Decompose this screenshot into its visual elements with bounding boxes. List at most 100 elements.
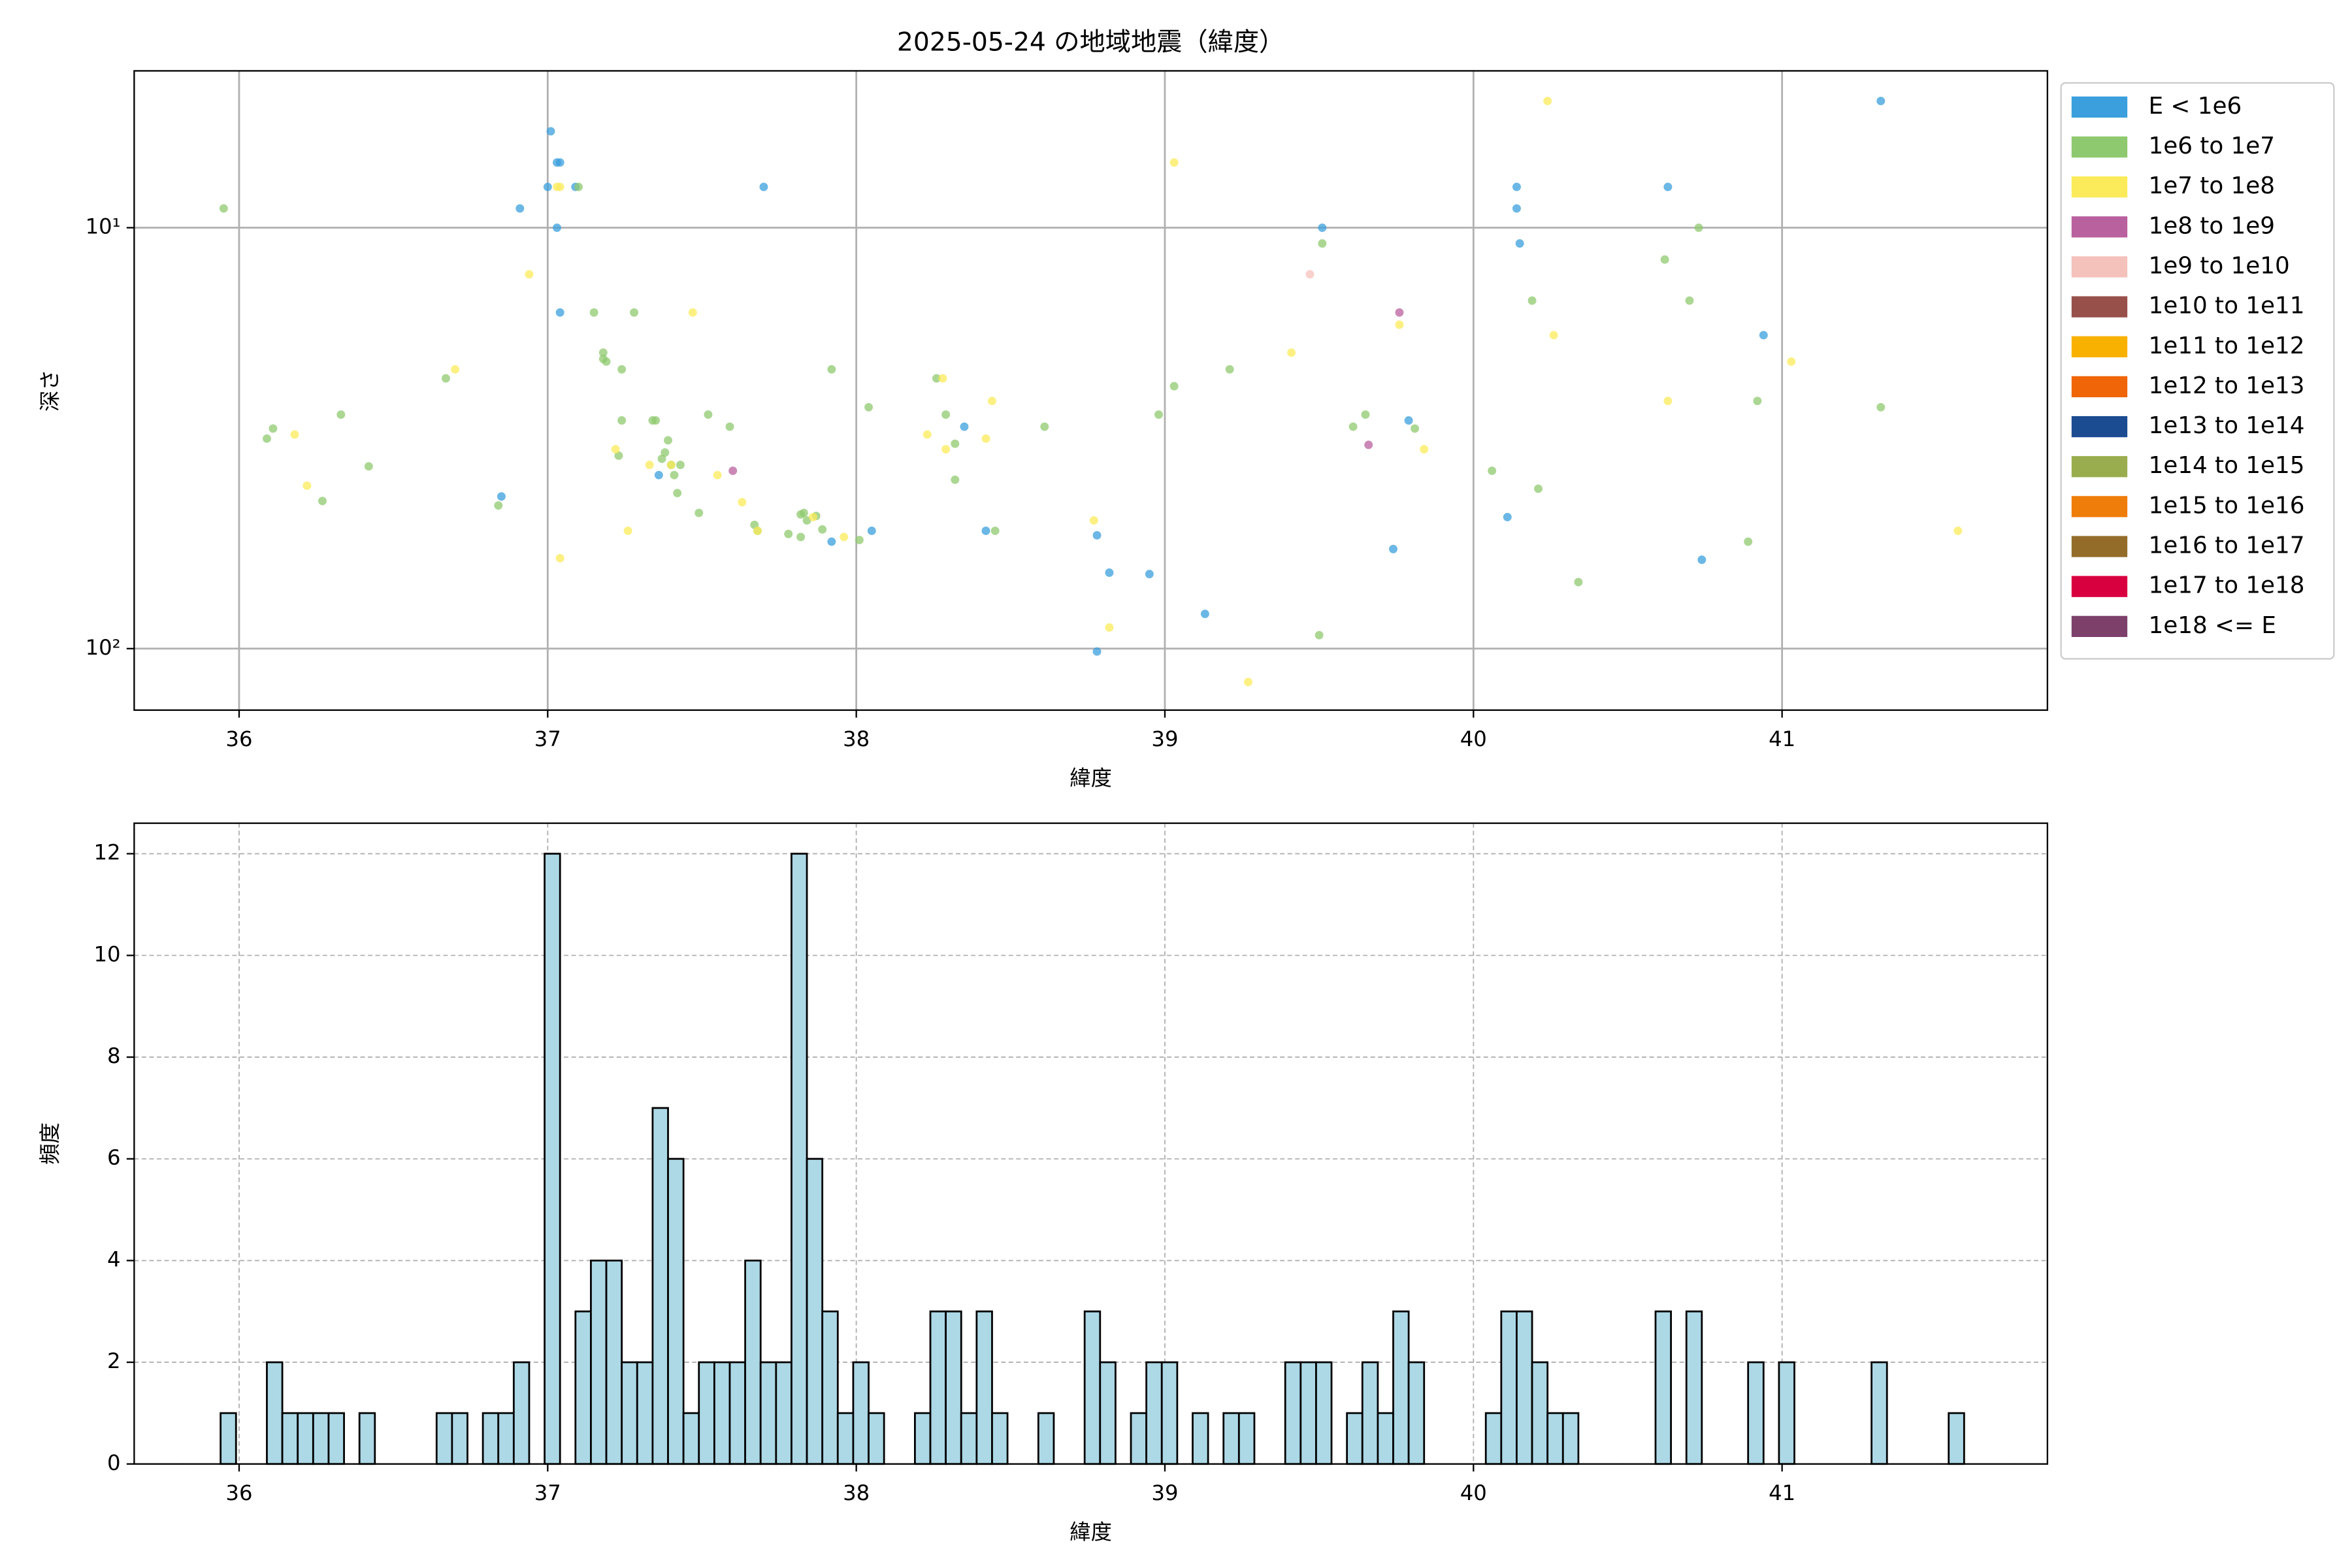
legend-label: E < 1e6 [2148,93,2242,120]
bar [821,1310,839,1465]
point [951,475,960,484]
point [1527,296,1537,305]
bar [991,1412,1009,1465]
bar [1083,1310,1102,1465]
point [555,308,564,317]
legend-swatch [2071,96,2128,118]
point [1318,223,1327,232]
axes-frame [133,822,2048,1465]
bar [1361,1361,1379,1465]
bar [852,1361,870,1465]
point [657,454,666,463]
point [796,532,806,542]
x-tick-label: 39 [1151,727,1178,751]
point [728,466,738,476]
bar [1237,1412,1256,1465]
point [364,462,373,471]
point [688,308,697,317]
bar [1392,1310,1410,1465]
point [759,182,768,191]
bar [1685,1310,1703,1465]
point [525,270,534,279]
bar [1130,1412,1148,1465]
point [938,374,947,383]
legend-label: 1e12 to 1e13 [2148,372,2304,399]
point [840,532,849,542]
point [263,434,271,443]
legend-label: 1e15 to 1e16 [2148,492,2304,519]
point [1364,440,1373,449]
point [673,489,682,498]
legend-swatch [2071,416,2128,438]
legend: E < 1e6 1e6 to 1e7 1e7 to 1e8 1e8 to 1e9 1e9… [2060,82,2335,660]
point [990,527,1000,535]
point [960,422,969,431]
point [941,410,951,419]
point [864,402,873,412]
point [555,158,564,167]
chart-title: 2025-05-24 の地域地震（緯度） [897,27,1284,57]
bar [636,1361,654,1465]
legend-swatch [2071,496,2128,517]
point [1169,382,1179,391]
point [923,430,932,439]
point [1753,397,1762,406]
point [598,348,608,357]
point [981,434,990,443]
legend-label: 1e11 to 1e12 [2148,333,2304,359]
point [1787,357,1796,366]
point [441,374,450,383]
point [611,445,620,454]
point [515,204,525,213]
point [1744,537,1753,546]
bar [806,1158,824,1465]
bar [482,1412,500,1465]
bar [1377,1412,1394,1465]
point [589,308,598,317]
bar [1870,1361,1888,1465]
point [336,410,346,419]
bar [836,1412,855,1465]
point [1488,466,1497,476]
point [827,365,836,374]
point [753,527,762,535]
point [1145,570,1154,579]
point [617,416,627,425]
bar [1654,1310,1672,1465]
point [867,527,876,535]
bar [1346,1412,1364,1465]
point [1549,331,1558,340]
bar [791,853,808,1465]
bar [1516,1310,1533,1465]
bar [868,1412,885,1465]
point [623,527,632,535]
legend-swatch [2071,456,2128,478]
point [1685,296,1694,305]
legend-label: 1e6 to 1e7 [2148,133,2275,159]
bar [512,1361,531,1465]
y-tick-label: 4 [107,1247,121,1271]
point [676,461,685,470]
legend-swatch [2071,216,2128,238]
point [704,410,713,419]
x-tick-label: 38 [843,727,870,751]
axes: 36 37 38 39 40 41 0 2 4 6 8 10 12 緯度 頻度 [37,822,2048,1544]
point [1574,578,1583,587]
point [546,127,555,136]
point [1512,204,1521,213]
x-tick-label: 39 [1151,1480,1178,1505]
y-tick-label: 10² [86,635,121,660]
bar [1099,1361,1117,1465]
point [1092,531,1102,540]
point [630,308,639,317]
bar [728,1361,746,1465]
axes: 36 37 38 39 40 41 10¹ 10² 2025-05-24 の地域地震（緯度） 緯度… [37,27,2335,791]
x-tick-label: 41 [1769,1480,1795,1505]
x-tick-label: 37 [534,727,561,751]
point [666,461,676,470]
point [664,436,672,445]
point [1287,348,1296,357]
point [1225,365,1234,374]
